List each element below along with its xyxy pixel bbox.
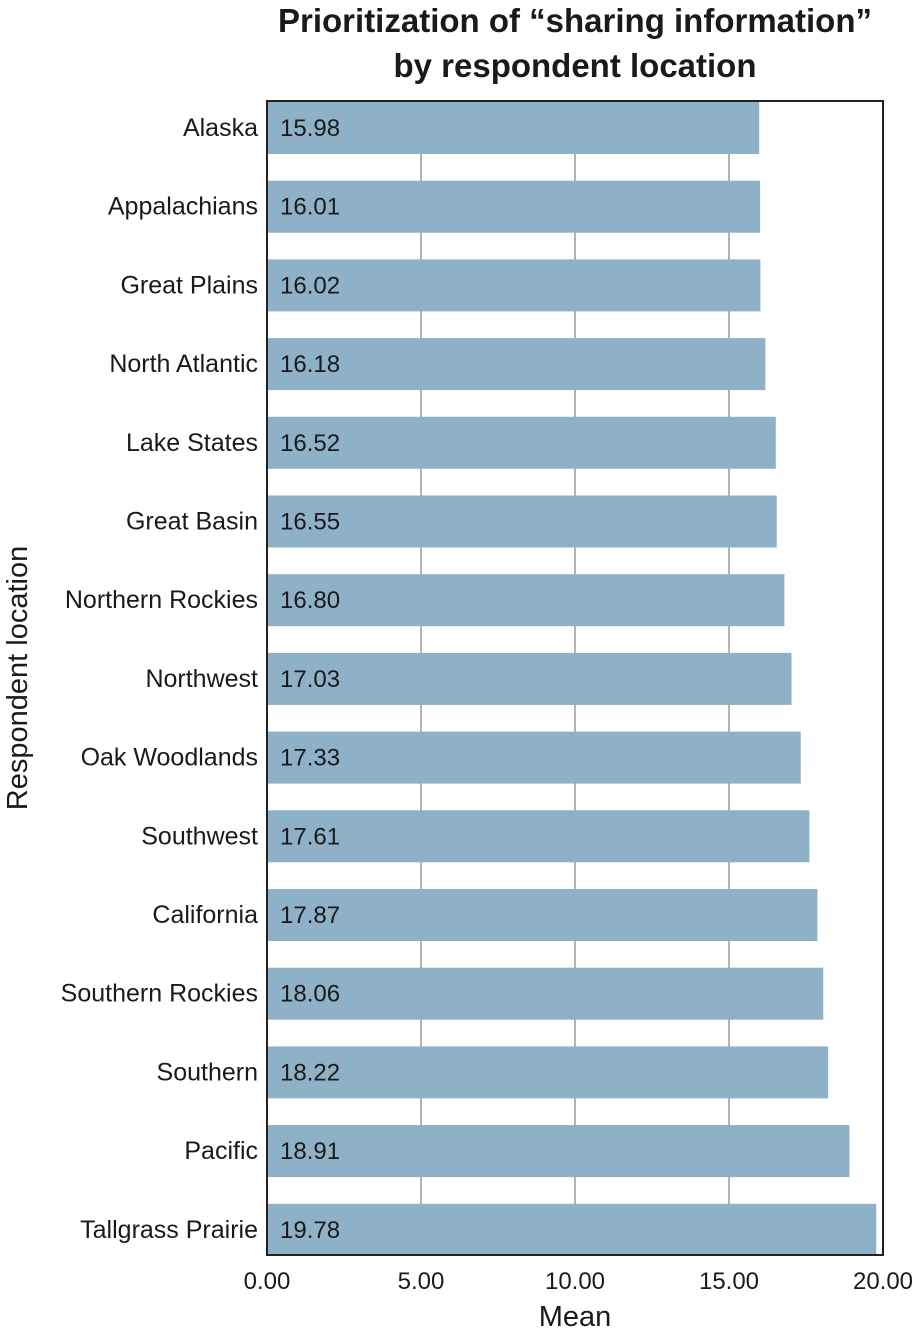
category-label-1: Appalachians [108, 193, 258, 221]
value-label-13: 18.91 [280, 1138, 340, 1165]
value-label-9: 17.61 [280, 823, 340, 850]
bar-13 [267, 1125, 850, 1178]
value-label-10: 17.87 [280, 902, 340, 929]
bar-10 [267, 889, 818, 941]
x-tick-label-4: 20.00 [853, 1268, 913, 1295]
bar-0 [267, 102, 760, 154]
x-tick-label-1: 5.00 [398, 1268, 445, 1295]
chart-title-line-1: Prioritization of “sharing information” [278, 2, 872, 39]
x-tick-labels: 0.00 5.00 10.00 15.00 20.00 [244, 1268, 913, 1295]
category-label-4: Lake States [126, 429, 258, 457]
category-label-8: Oak Woodlands [81, 744, 258, 772]
x-tick-label-2: 10.00 [545, 1268, 605, 1295]
category-label-13: Pacific [184, 1137, 258, 1165]
category-label-11: Southern Rockies [61, 980, 258, 1008]
bar-3 [267, 338, 766, 391]
value-labels: 15.98 16.01 16.02 16.18 16.52 16.55 16.80 17.03… [280, 115, 340, 1244]
value-label-1: 16.01 [280, 194, 340, 221]
value-label-14: 19.78 [280, 1217, 340, 1244]
bar-7 [267, 652, 792, 705]
category-label-9: Southwest [141, 822, 258, 850]
value-label-12: 18.22 [280, 1059, 340, 1086]
category-label-6: Northern Rockies [65, 586, 258, 614]
y-axis-title: Respondent location [2, 546, 34, 810]
bar-5 [267, 495, 777, 548]
value-label-4: 16.52 [280, 430, 340, 457]
chart-title-line-2: by respondent location [393, 47, 756, 84]
x-tick-label-3: 15.00 [699, 1268, 759, 1295]
category-label-10: California [152, 901, 258, 929]
value-label-2: 16.02 [280, 272, 340, 299]
bar-9 [267, 810, 810, 863]
value-label-8: 17.33 [280, 745, 340, 772]
plot-frame [266, 100, 884, 1256]
value-label-7: 17.03 [280, 666, 340, 693]
value-label-6: 16.80 [280, 587, 340, 614]
category-label-3: North Atlantic [109, 350, 258, 378]
value-label-5: 16.55 [280, 509, 340, 536]
value-label-3: 16.18 [280, 351, 340, 378]
x-tick-label-0: 0.00 [244, 1268, 291, 1295]
category-label-12: Southern [157, 1058, 258, 1086]
bar-2 [267, 259, 761, 312]
bar-8 [267, 731, 801, 784]
category-label-7: Northwest [145, 665, 258, 693]
value-label-0: 15.98 [280, 115, 340, 142]
category-label-14: Tallgrass Prairie [80, 1216, 258, 1244]
bar-14 [267, 1203, 877, 1256]
category-label-0: Alaska [183, 114, 258, 142]
bar-4 [267, 416, 776, 469]
bar-1 [267, 180, 761, 233]
category-label-2: Great Plains [120, 271, 258, 299]
bar-12 [267, 1046, 829, 1099]
bar-6 [267, 574, 785, 627]
category-labels: Alaska Appalachians Great Plains North Atla… [61, 114, 258, 1244]
x-axis-title: Mean [539, 1301, 612, 1333]
bar-11 [267, 967, 824, 1020]
category-label-5: Great Basin [126, 508, 258, 536]
bars [267, 102, 877, 1256]
value-label-11: 18.06 [280, 981, 340, 1008]
